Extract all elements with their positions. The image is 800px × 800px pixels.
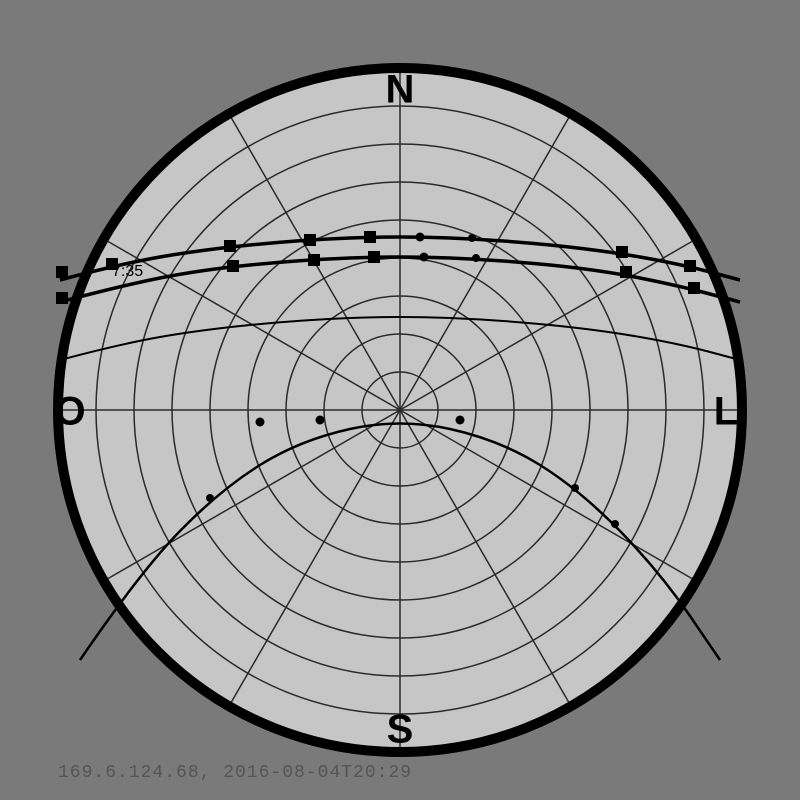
sun-marker [256,418,265,427]
sun-marker [468,234,476,242]
sun-marker [227,260,239,272]
sun-marker [206,494,214,502]
sun-marker [684,260,696,272]
sun-marker [620,266,632,278]
sun-marker [224,240,236,252]
footer-text: 169.6.124.68, 2016-08-04T20:29 [58,763,412,783]
sun-marker [316,416,325,425]
sun-marker [364,231,376,243]
sun-marker [56,292,68,304]
cardinal-s: S [387,708,414,752]
sun-marker [56,266,68,278]
sun-marker [420,253,429,262]
sun-marker [472,254,480,262]
sun-marker [688,282,700,294]
cardinal-o: O [54,390,85,434]
time-label: 7:35 [112,263,143,280]
cardinal-n: N [386,68,415,112]
sun-marker [571,484,579,492]
cardinal-l: L [714,390,738,434]
sun-marker [416,233,425,242]
solar-path-diagram: N S O L 7:35 169.6.124.68, 2016-08-04T20… [0,0,800,800]
sun-marker [368,251,380,263]
sun-marker [304,234,316,246]
sun-marker [308,254,320,266]
sun-marker [456,416,465,425]
sun-marker [611,520,619,528]
sun-marker [616,246,628,258]
